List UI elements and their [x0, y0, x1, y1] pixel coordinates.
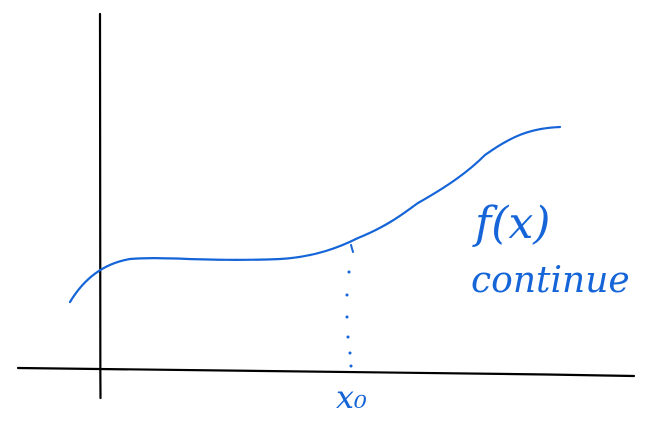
- function-label: f(x): [472, 198, 550, 249]
- x-axis: [16, 366, 636, 378]
- continuous-note: continue: [471, 260, 630, 301]
- x0-label: x₀: [336, 378, 367, 416]
- y-axis: [98, 12, 102, 400]
- axes: [16, 12, 636, 400]
- x0-dotted-guide: [345, 244, 354, 368]
- function-curve: [68, 125, 562, 304]
